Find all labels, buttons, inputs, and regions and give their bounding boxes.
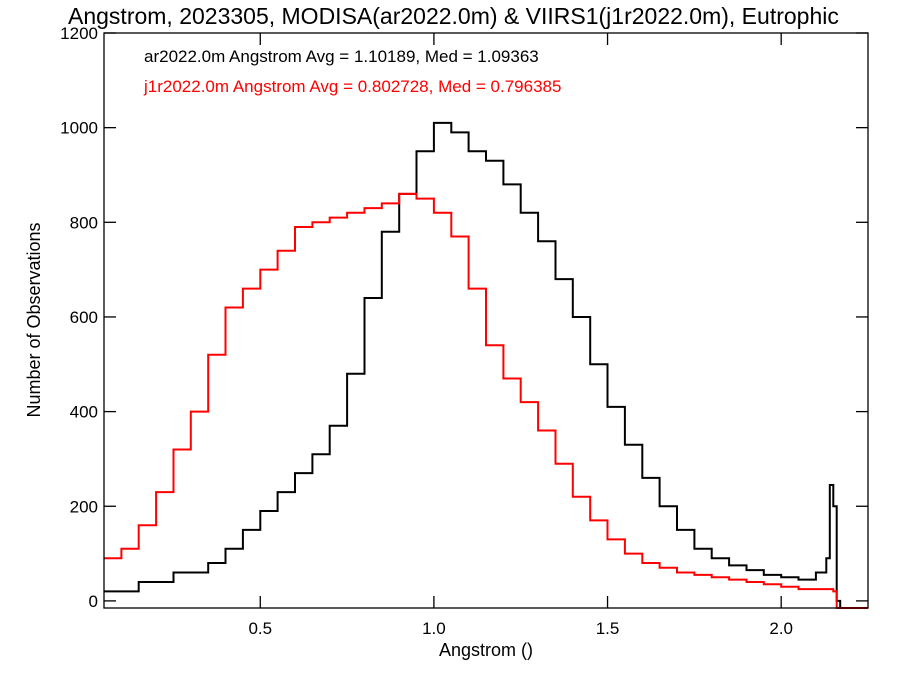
series-line-0: [104, 121, 868, 609]
x-tick-label: 2.0: [769, 619, 793, 638]
y-tick-label: 400: [70, 403, 98, 422]
y-tick-label: 200: [70, 497, 98, 516]
annotation-j1r2022: j1r2022.0m Angstrom Avg = 0.802728, Med …: [143, 77, 561, 96]
chart-title: Angstrom, 2023305, MODISA(ar2022.0m) & V…: [68, 3, 839, 29]
annotation-ar2022: ar2022.0m Angstrom Avg = 1.10189, Med = …: [144, 47, 539, 66]
x-tick-label: 1.0: [422, 619, 446, 638]
series-line-1: [104, 192, 868, 609]
y-tick-label: 600: [70, 308, 98, 327]
x-tick-label: 0.5: [248, 619, 272, 638]
y-axis-label: Number of Observations: [24, 222, 44, 417]
plot-frame: [103, 32, 869, 609]
x-axis-label: Angstrom (): [439, 640, 533, 660]
x-tick-label: 1.5: [596, 619, 620, 638]
series-layer: [104, 121, 868, 609]
y-tick-label: 800: [70, 213, 98, 232]
y-tick-label: 0: [89, 592, 98, 611]
y-tick-label: 1200: [60, 24, 98, 43]
y-tick-label: 1000: [60, 119, 98, 138]
tick-layer: 0.5 1.0 1.5 2.0 0 200 400 600 800 1000 1200: [60, 24, 868, 638]
